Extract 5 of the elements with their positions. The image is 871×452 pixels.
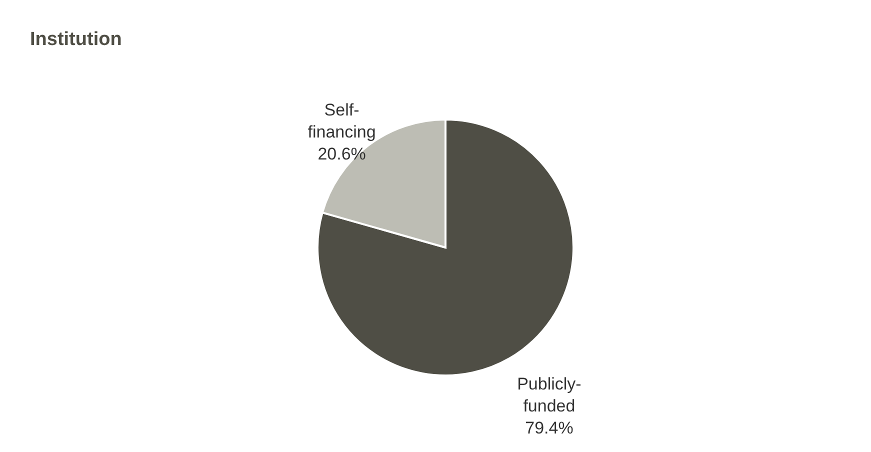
slice-label: Self-financing xyxy=(308,100,376,142)
data-label: 79.4% xyxy=(525,418,574,438)
text: Institution xyxy=(30,29,122,50)
data-label: 20.6% xyxy=(318,144,366,164)
slice-label: Publicly-funded xyxy=(517,374,582,416)
